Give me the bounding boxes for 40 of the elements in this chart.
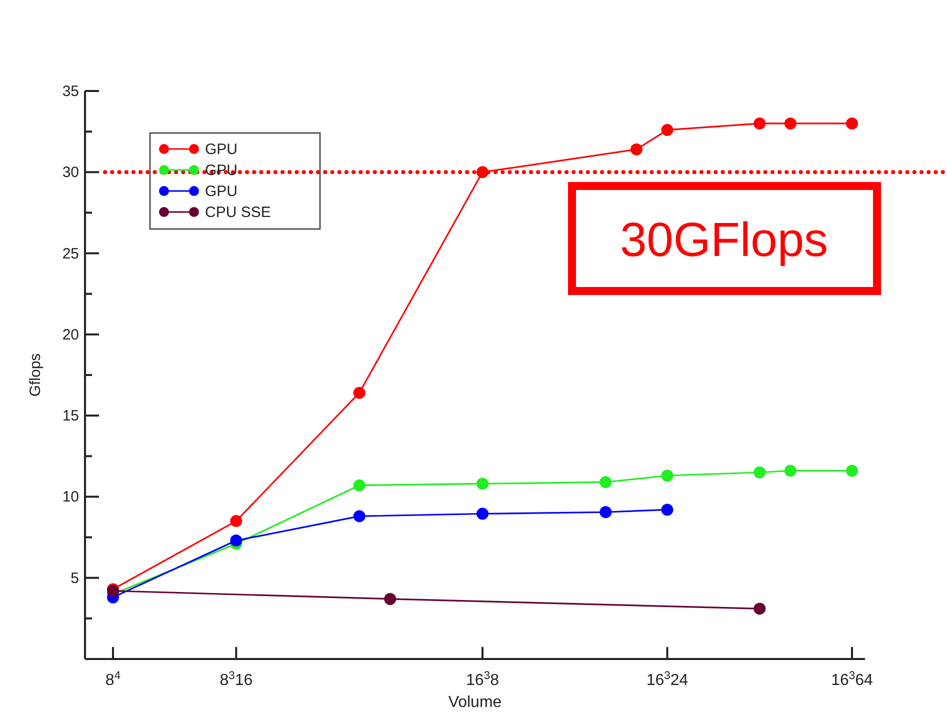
y-tick-label: 30 [62,164,79,182]
point [754,117,766,130]
x-tick-label: 16$^{3}$24 [646,670,688,689]
point [846,464,858,477]
point [230,534,242,547]
point [384,592,396,605]
point [784,464,796,477]
x-tick-label: 8$^{3}$16 [220,670,253,689]
point [630,143,642,156]
point [476,508,488,520]
point [846,117,858,130]
legend-label: GPU [205,162,238,179]
x-tick-label: 16$^{3}$64 [831,670,874,689]
point [661,504,674,516]
point [600,476,612,488]
y-tick-label: 5 [70,570,79,587]
y-tick-label: 20 [62,326,79,344]
y-tick-label: 15 [62,408,79,425]
x-tick-label: 8$^{4}$ [105,670,121,689]
point [661,470,674,482]
point [600,506,612,518]
legend-label: GPU [205,141,238,158]
point [661,124,674,136]
y-axis-title: Gflops [27,353,44,397]
point [476,478,488,490]
y-tick-label: 10 [62,488,79,506]
y-tick-label: 35 [62,83,79,100]
point [353,510,366,522]
legend-label: GPU [205,183,238,200]
point [754,602,766,615]
y-tick-label: 25 [62,245,79,262]
point [784,117,796,130]
point [230,515,242,528]
point [353,386,366,399]
ref-line-label: 30GFlops [620,214,828,267]
x-axis-title: Volume [448,694,502,711]
point [754,466,766,478]
legend-label: CPU SSE [205,204,271,221]
point [353,479,366,492]
x-tick-label: 16$^{3}$8 [466,670,500,689]
